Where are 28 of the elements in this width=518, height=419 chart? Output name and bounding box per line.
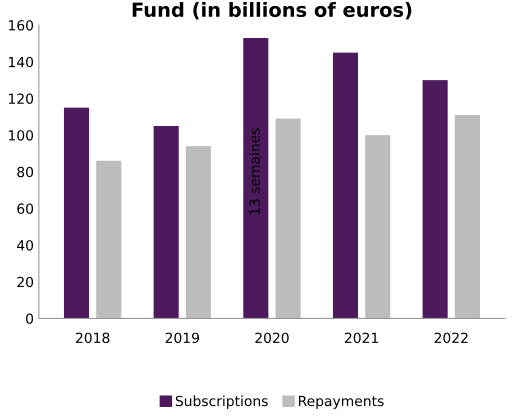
y-tick-label: 80 bbox=[17, 166, 34, 178]
y-tick-label: 20 bbox=[17, 276, 34, 288]
y-tick-label: 140 bbox=[9, 56, 34, 68]
y-tick-label: 60 bbox=[17, 203, 34, 214]
y-tick-label: 160 bbox=[9, 20, 34, 31]
y-tick-label: 0 bbox=[26, 313, 34, 324]
bar bbox=[454, 114, 480, 318]
bar bbox=[186, 146, 211, 318]
y-tick-label: 100 bbox=[9, 130, 34, 141]
x-tick-label: 2019 bbox=[166, 332, 199, 344]
chart-title: Fund (in billions of euros) bbox=[132, 2, 412, 20]
x-tick-label: 2020 bbox=[255, 332, 289, 344]
y-tick-label: 120 bbox=[9, 93, 34, 104]
y-tick-label: 40 bbox=[16, 240, 34, 251]
bar bbox=[276, 118, 301, 318]
annotation: 13 semaines bbox=[249, 128, 260, 214]
bar bbox=[243, 38, 268, 318]
bar bbox=[365, 135, 390, 318]
bar bbox=[154, 126, 179, 318]
bar bbox=[64, 108, 90, 318]
x-tick-label: 2018 bbox=[76, 332, 110, 344]
bar bbox=[332, 52, 358, 318]
x-tick-label: 2021 bbox=[344, 332, 378, 344]
bar bbox=[96, 160, 122, 318]
bar bbox=[422, 80, 448, 318]
x-tick-label: 2022 bbox=[434, 332, 468, 344]
legend-label: Subscriptions bbox=[176, 395, 268, 409]
legend-label: Repayments bbox=[298, 396, 384, 409]
